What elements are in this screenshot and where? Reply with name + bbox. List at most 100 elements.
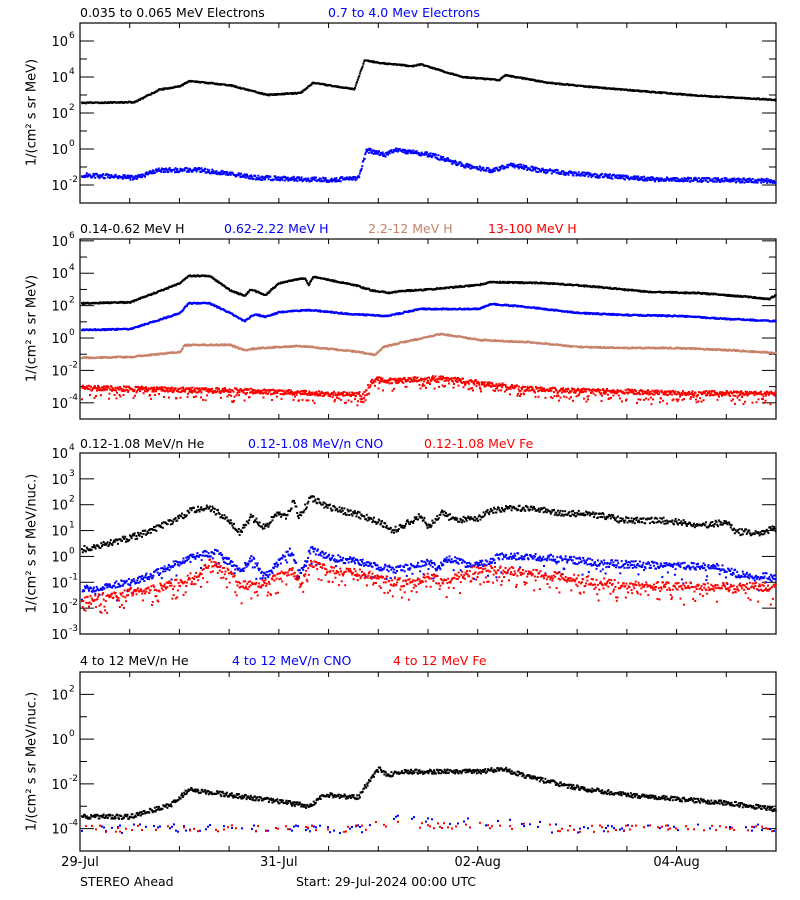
data-point (521, 281, 524, 284)
data-point (277, 176, 280, 179)
data-point (407, 311, 410, 314)
data-point (737, 177, 740, 180)
data-point (741, 180, 744, 183)
data-point (489, 171, 492, 174)
data-point (644, 179, 647, 182)
data-point (221, 283, 223, 286)
data-point (481, 168, 484, 170)
y-tick-label-exponent: -2 (69, 360, 78, 370)
data-point (244, 173, 247, 176)
data-point (218, 171, 221, 174)
data-point (529, 169, 532, 172)
data-point (263, 176, 266, 179)
data-point (507, 166, 509, 169)
data-point (237, 291, 240, 294)
data-point (360, 169, 362, 172)
data-point (290, 179, 293, 181)
data-point (246, 292, 249, 295)
data-point (415, 150, 418, 153)
data-point (565, 173, 568, 176)
data-point (226, 171, 229, 174)
data-point (249, 175, 251, 177)
data-point (579, 174, 582, 177)
data-point (81, 302, 84, 305)
data-point (747, 178, 749, 180)
data-point (383, 346, 386, 349)
data-point (606, 176, 609, 179)
data-point (387, 153, 389, 156)
data-point (213, 277, 216, 280)
data-point (109, 177, 112, 179)
data-point (582, 171, 585, 174)
data-point (358, 72, 361, 75)
data-point (651, 176, 653, 179)
data-point (356, 80, 359, 83)
data-point (555, 169, 557, 172)
data-point (516, 166, 519, 168)
data-point (307, 179, 310, 182)
data-point (174, 171, 176, 174)
data-point (478, 165, 481, 168)
data-point (358, 75, 361, 78)
data-point (333, 177, 336, 180)
data-point (211, 168, 214, 171)
data-point (356, 78, 359, 81)
data-point (258, 178, 261, 181)
data-point (774, 98, 777, 101)
y-tick-label-exponent: -2 (69, 175, 78, 185)
data-point (84, 176, 86, 179)
data-point (319, 309, 321, 312)
data-point (232, 344, 235, 347)
data-point (186, 167, 189, 170)
data-point (249, 177, 252, 180)
data-point (143, 174, 146, 177)
data-point (123, 174, 126, 177)
data-point (591, 312, 594, 315)
data-point (589, 173, 592, 176)
data-point (562, 173, 565, 176)
data-point (397, 149, 400, 152)
data-point (748, 180, 751, 183)
data-point (325, 180, 328, 183)
data-point (141, 176, 143, 179)
data-point (310, 83, 313, 86)
data-point (675, 180, 677, 182)
data-point (384, 155, 387, 158)
data-point (278, 176, 281, 179)
data-point (118, 175, 121, 178)
data-point (460, 164, 463, 167)
data-point (694, 177, 697, 180)
data-point (209, 302, 212, 305)
data-point (305, 280, 308, 282)
y-tick-label-exponent: 2 (69, 103, 75, 113)
data-point (306, 178, 309, 181)
data-point (100, 175, 103, 178)
data-point (175, 171, 178, 174)
data-point (315, 176, 317, 179)
data-point (309, 280, 312, 283)
data-point (279, 179, 281, 182)
series-1-1 (81, 59, 777, 105)
data-point (646, 179, 649, 182)
data-point (382, 154, 385, 157)
data-point (660, 179, 662, 182)
data-point (519, 163, 521, 166)
data-point (129, 178, 132, 181)
data-point (325, 179, 328, 181)
data-point (498, 79, 501, 81)
data-point (693, 178, 696, 181)
data-point (430, 154, 433, 157)
data-point (260, 178, 263, 181)
data-point (635, 175, 638, 178)
data-point (176, 168, 179, 171)
data-point (343, 177, 346, 180)
data-point (706, 177, 709, 179)
data-point (258, 177, 260, 180)
data-point (493, 169, 496, 172)
data-point (585, 173, 587, 176)
data-point (402, 312, 405, 315)
data-point (523, 168, 526, 170)
data-point (310, 177, 313, 180)
data-point (499, 167, 502, 170)
data-point (597, 174, 600, 177)
